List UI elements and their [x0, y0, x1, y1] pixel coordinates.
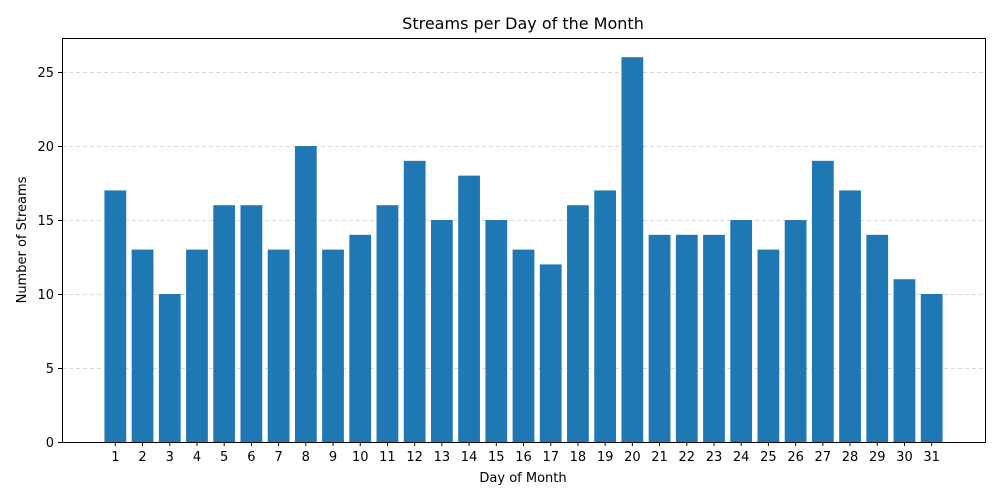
x-tick-label: 17	[542, 450, 559, 465]
x-tick-label: 9	[329, 450, 337, 465]
y-tick-label: 0	[46, 436, 54, 451]
y-tick-label: 5	[46, 362, 54, 377]
x-axis-ticks: 1 2 3 4 5 6 7 8 9 10 11 12 13 14 15 16 17 18 19 20 21 22 23 24 2…	[111, 442, 940, 465]
x-axis-label: Day of Month	[479, 471, 566, 486]
x-tick-label: 24	[733, 450, 750, 465]
x-tick-label: 28	[842, 450, 859, 465]
x-tick-label: 2	[138, 450, 146, 465]
x-tick-label: 22	[678, 450, 695, 465]
x-tick-label: 29	[869, 450, 886, 465]
x-tick-label: 27	[815, 450, 832, 465]
bar-day-20	[621, 57, 644, 442]
x-tick-label: 31	[923, 450, 940, 465]
bar-day-8	[294, 146, 317, 442]
bar-day-1	[104, 190, 127, 442]
chart-title: Streams per Day of the Month	[402, 14, 644, 33]
bar-day-15	[485, 220, 508, 442]
x-tick-label: 25	[760, 450, 777, 465]
x-tick-label: 26	[787, 450, 804, 465]
x-tick-label: 18	[570, 450, 587, 465]
x-tick-label: 16	[515, 450, 532, 465]
x-tick-label: 20	[624, 450, 641, 465]
bar-day-14	[458, 175, 480, 442]
bar-day-9	[322, 249, 344, 442]
bar-day-24	[730, 220, 753, 442]
bar-day-16	[512, 249, 535, 442]
bar-day-28	[839, 190, 861, 442]
bar-day-10	[349, 234, 372, 442]
bar-day-22	[675, 234, 698, 442]
x-tick-label: 8	[302, 450, 310, 465]
bar-day-6	[240, 205, 263, 442]
bar-day-12	[403, 160, 426, 443]
bar-day-21	[648, 234, 671, 442]
bar-day-27	[811, 160, 834, 443]
x-tick-label: 3	[166, 450, 174, 465]
bar-day-2	[131, 249, 154, 442]
bar-day-25	[757, 249, 780, 442]
x-tick-label: 10	[352, 450, 369, 465]
x-tick-label: 14	[461, 450, 478, 465]
x-tick-label: 12	[406, 450, 423, 465]
bar-day-19	[594, 190, 617, 442]
x-tick-label: 21	[651, 450, 668, 465]
bar-day-11	[376, 205, 399, 442]
y-axis-label: Number of Streams	[15, 176, 30, 303]
bar-day-31	[920, 294, 943, 442]
bar-day-17	[539, 264, 562, 442]
y-tick-label: 25	[37, 66, 54, 81]
y-tick-label: 15	[37, 214, 54, 229]
bar-day-29	[866, 234, 889, 442]
y-tick-label: 20	[37, 140, 54, 155]
x-tick-label: 15	[488, 450, 505, 465]
x-tick-label: 5	[220, 450, 228, 465]
x-tick-label: 19	[597, 450, 614, 465]
bar-day-23	[703, 234, 725, 442]
bar-day-26	[784, 220, 807, 442]
bars	[104, 57, 943, 443]
x-tick-label: 23	[706, 450, 723, 465]
bar-day-30	[893, 279, 916, 442]
y-axis-ticks: 0 5 10 15 20 25	[37, 66, 62, 451]
x-tick-label: 11	[379, 450, 396, 465]
bar-day-4	[186, 249, 208, 442]
bar-day-18	[567, 205, 589, 442]
x-tick-label: 1	[111, 450, 119, 465]
bar-day-5	[213, 205, 236, 442]
bar-day-13	[430, 220, 453, 442]
bar-day-7	[267, 249, 290, 442]
x-tick-label: 13	[434, 450, 451, 465]
x-tick-label: 30	[896, 450, 913, 465]
x-tick-label: 6	[247, 450, 255, 465]
x-tick-label: 4	[193, 450, 201, 465]
x-tick-label: 7	[274, 450, 282, 465]
y-tick-label: 10	[37, 288, 54, 303]
bar-day-3	[158, 294, 181, 442]
